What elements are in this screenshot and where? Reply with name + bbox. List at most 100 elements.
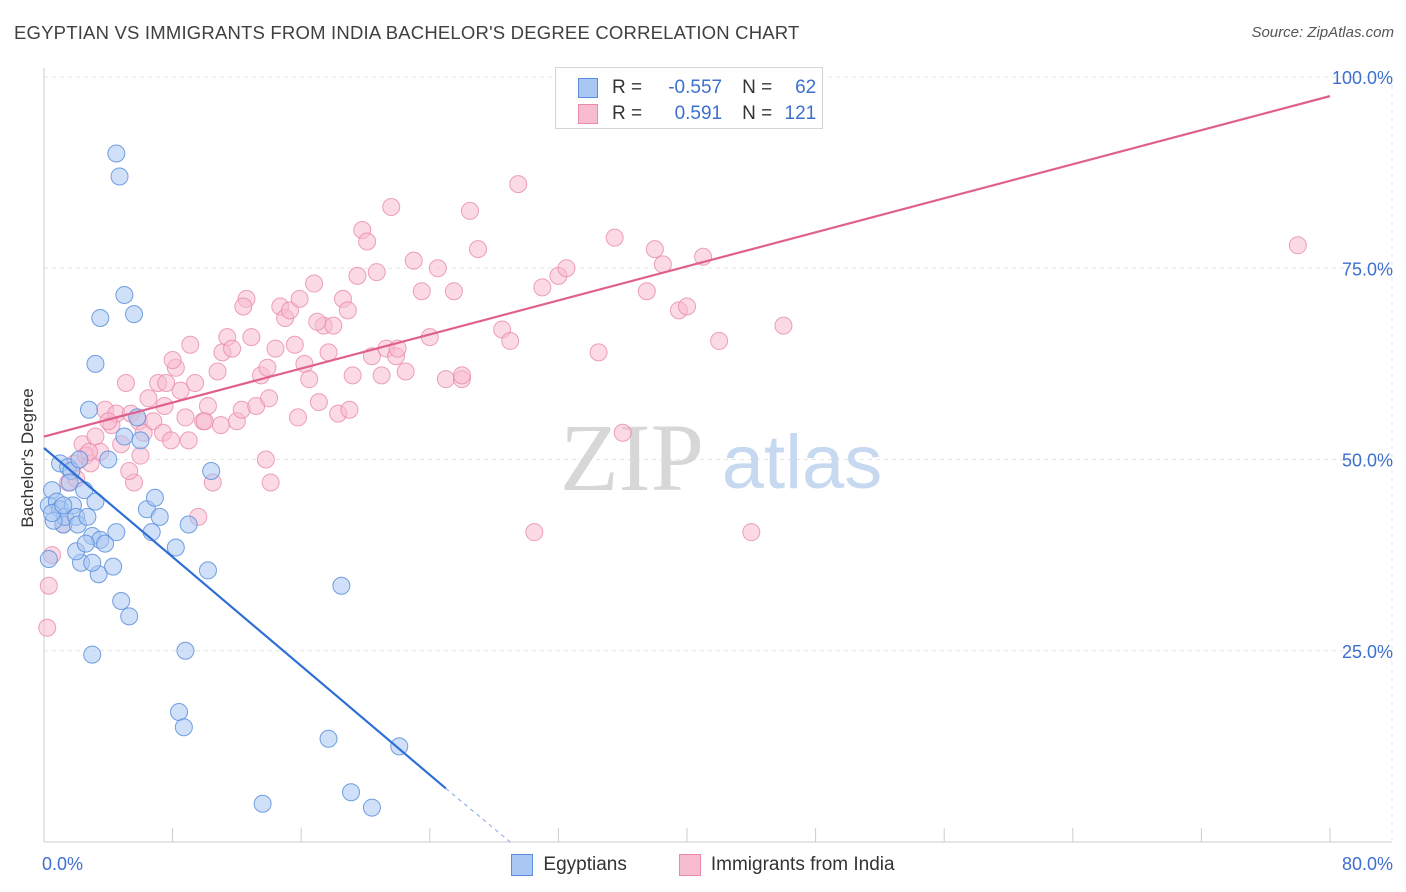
- india-point: [86, 427, 105, 446]
- legend-item-india[interactable]: Immigrants from India: [678, 854, 895, 876]
- egyptians-point: [96, 534, 115, 553]
- india-point: [176, 408, 195, 427]
- egyptians-point: [60, 473, 79, 492]
- india-point: [338, 301, 357, 320]
- india-point: [428, 259, 447, 278]
- egyptians-point: [198, 561, 217, 580]
- india-point: [116, 374, 135, 392]
- india-point: [181, 335, 200, 354]
- india-point: [260, 389, 279, 408]
- india-point: [396, 362, 415, 381]
- india-point: [404, 251, 423, 270]
- india-point: [589, 343, 608, 362]
- india-trend-line: [43, 95, 1331, 438]
- egyptians-point: [76, 534, 95, 553]
- y-tick-label: 100.0%: [1332, 68, 1393, 88]
- india-point: [186, 374, 205, 392]
- egyptians-point: [166, 538, 185, 557]
- r-label: R =: [612, 77, 643, 98]
- egyptians-point: [115, 286, 134, 305]
- y-tick-label: 50.0%: [1342, 451, 1393, 471]
- india-point: [358, 232, 377, 251]
- india-point: [161, 431, 180, 450]
- india-point: [198, 396, 217, 415]
- india-point: [340, 400, 359, 419]
- egyptians-point: [86, 354, 105, 373]
- india-point: [436, 370, 455, 389]
- r-value: 0.591: [674, 103, 723, 124]
- stats-row-india: R = 0.591 N = 121: [578, 102, 816, 126]
- egyptians-point: [176, 641, 195, 660]
- india-point: [460, 201, 479, 220]
- n-value: 62: [795, 77, 817, 98]
- india-point: [348, 266, 367, 285]
- india-point: [208, 362, 227, 381]
- india-point: [179, 431, 198, 450]
- egyptians-legend-label: Egyptians: [543, 854, 627, 875]
- india-point: [308, 312, 327, 331]
- egyptians-point: [86, 492, 105, 511]
- india-point: [300, 370, 319, 389]
- egyptians-point: [390, 737, 409, 756]
- india-point: [280, 301, 299, 320]
- india-point: [258, 358, 277, 377]
- india-point: [501, 331, 520, 350]
- india-point: [710, 331, 729, 350]
- x-tick-label: 80.0%: [1342, 854, 1393, 874]
- y-tick-label: 75.0%: [1342, 259, 1393, 279]
- egyptians-point: [120, 607, 139, 626]
- series-legend: Egyptians Immigrants from India: [0, 852, 1406, 878]
- india-point: [444, 282, 463, 301]
- egyptians-point: [342, 783, 361, 802]
- india-point: [288, 408, 307, 427]
- series-egyptians-points: [39, 144, 409, 817]
- india-point: [645, 240, 664, 259]
- n-label: N =: [742, 77, 773, 98]
- egyptians-point: [54, 496, 73, 515]
- india-point: [39, 576, 58, 595]
- india-point: [171, 381, 190, 400]
- series-india-points: [38, 175, 1307, 637]
- egyptians-point: [39, 549, 58, 568]
- india-point: [742, 523, 761, 542]
- india-swatch: [578, 104, 598, 124]
- india-point: [38, 618, 57, 637]
- egyptians-trend-extension: [445, 788, 511, 843]
- chart-source: Source: ZipAtlas.com: [1251, 24, 1394, 41]
- india-point: [637, 282, 656, 301]
- egyptians-swatch: [578, 78, 598, 98]
- egyptians-point: [332, 576, 351, 595]
- india-point: [234, 297, 253, 316]
- egyptians-point: [83, 645, 102, 664]
- egyptians-point: [145, 488, 164, 507]
- egyptians-point: [319, 729, 338, 748]
- india-point: [367, 263, 386, 282]
- india-point: [256, 450, 275, 469]
- watermark-zip: ZIP: [560, 404, 704, 511]
- india-point: [525, 523, 544, 542]
- india-point: [533, 278, 552, 297]
- y-tick-label: 25.0%: [1342, 642, 1393, 662]
- egyptians-point: [78, 507, 97, 526]
- india-point: [324, 316, 343, 335]
- egyptians-point: [202, 461, 221, 480]
- india-point: [163, 351, 182, 370]
- x-tick-label: 0.0%: [42, 854, 83, 874]
- india-point: [242, 328, 261, 347]
- india-point: [605, 228, 624, 247]
- india-point: [223, 339, 242, 358]
- stats-legend: R = -0.557 N = 62 R = 0.591 N = 121: [555, 67, 823, 129]
- egyptians-point: [110, 167, 129, 186]
- egyptians-point: [91, 308, 110, 327]
- india-point: [557, 259, 576, 278]
- legend-item-egyptians[interactable]: Egyptians: [511, 854, 627, 876]
- india-point: [343, 366, 362, 385]
- india-point: [509, 175, 528, 194]
- india-point: [266, 339, 285, 358]
- india-point: [372, 366, 391, 385]
- india-point: [157, 374, 176, 392]
- egyptians-point: [107, 144, 126, 163]
- n-label: N =: [742, 103, 773, 124]
- india-point: [1288, 236, 1307, 255]
- egyptians-point: [104, 557, 123, 576]
